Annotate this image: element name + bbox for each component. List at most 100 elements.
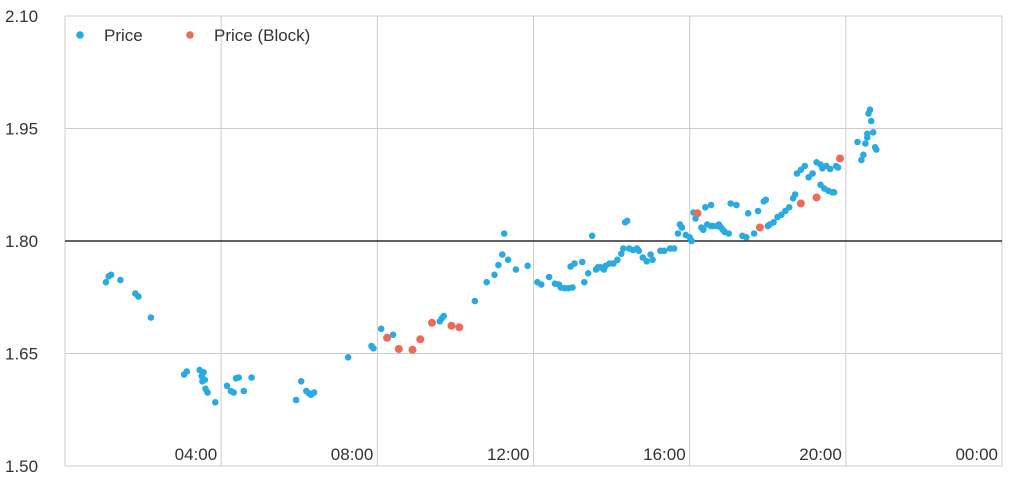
- price-point[interactable]: [620, 245, 627, 252]
- price-point[interactable]: [569, 284, 576, 291]
- legend-marker-price: [76, 31, 84, 39]
- price-point[interactable]: [584, 270, 592, 277]
- price-point[interactable]: [733, 201, 740, 209]
- price-point[interactable]: [147, 314, 155, 321]
- price-point[interactable]: [834, 164, 842, 171]
- price-point[interactable]: [545, 273, 553, 281]
- price-point[interactable]: [647, 251, 654, 258]
- price-point[interactable]: [643, 258, 650, 265]
- price-point[interactable]: [830, 189, 838, 196]
- price-point[interactable]: [707, 201, 715, 209]
- price-point[interactable]: [204, 389, 211, 396]
- price-point[interactable]: [344, 354, 352, 361]
- price-point[interactable]: [297, 378, 305, 385]
- price-block-point[interactable]: [394, 345, 403, 353]
- price-point[interactable]: [860, 151, 867, 159]
- price-point[interactable]: [500, 230, 508, 237]
- price-point[interactable]: [791, 191, 799, 198]
- price-point[interactable]: [614, 256, 621, 264]
- price-point[interactable]: [483, 278, 491, 286]
- price-point[interactable]: [240, 387, 248, 395]
- price-point[interactable]: [869, 129, 877, 136]
- price-point[interactable]: [248, 374, 255, 381]
- price-point[interactable]: [649, 256, 656, 264]
- series-price: [102, 106, 880, 406]
- price-point[interactable]: [571, 260, 578, 267]
- price-point[interactable]: [854, 138, 861, 146]
- price-point[interactable]: [762, 196, 770, 204]
- price-point[interactable]: [688, 237, 695, 245]
- price-point[interactable]: [715, 221, 723, 228]
- price-point[interactable]: [801, 162, 809, 170]
- price-block-point[interactable]: [447, 321, 456, 330]
- price-point[interactable]: [504, 256, 512, 264]
- price-block-point[interactable]: [455, 323, 464, 332]
- price-point[interactable]: [725, 230, 732, 237]
- price-block-point[interactable]: [755, 223, 764, 232]
- price-point[interactable]: [230, 389, 237, 396]
- price-point[interactable]: [212, 399, 219, 406]
- price-point[interactable]: [512, 266, 520, 273]
- legend-label-price-block[interactable]: Price (Block): [214, 26, 310, 45]
- price-point[interactable]: [310, 389, 318, 396]
- price-point[interactable]: [581, 278, 588, 286]
- y-tick-label: 2.10: [5, 7, 38, 26]
- price-point[interactable]: [579, 258, 586, 266]
- price-point[interactable]: [524, 262, 531, 270]
- price-point[interactable]: [183, 368, 191, 375]
- price-point[interactable]: [618, 250, 625, 258]
- price-point[interactable]: [785, 204, 793, 211]
- price-point[interactable]: [744, 210, 752, 217]
- price-block-point[interactable]: [416, 335, 425, 344]
- price-point[interactable]: [743, 234, 750, 241]
- price-point[interactable]: [201, 376, 209, 384]
- price-point[interactable]: [727, 200, 734, 207]
- price-point[interactable]: [499, 251, 506, 258]
- price-block-point[interactable]: [836, 154, 844, 163]
- price-block-point[interactable]: [428, 318, 436, 327]
- price-point[interactable]: [702, 204, 709, 211]
- price-point[interactable]: [471, 297, 479, 305]
- price-point[interactable]: [674, 230, 682, 237]
- price-point[interactable]: [370, 345, 377, 352]
- price-point[interactable]: [491, 271, 498, 279]
- price-point[interactable]: [864, 130, 871, 138]
- price-point[interactable]: [623, 217, 631, 225]
- price-point[interactable]: [635, 247, 643, 255]
- price-point[interactable]: [670, 245, 678, 252]
- price-point[interactable]: [873, 146, 880, 153]
- price-point[interactable]: [862, 140, 869, 147]
- price-block-point[interactable]: [812, 193, 821, 202]
- price-point[interactable]: [700, 226, 707, 234]
- price-point[interactable]: [538, 281, 545, 288]
- price-point[interactable]: [223, 382, 231, 390]
- price-point[interactable]: [750, 230, 758, 237]
- price-block-point[interactable]: [796, 199, 805, 208]
- price-point[interactable]: [292, 396, 300, 404]
- price-point[interactable]: [678, 224, 686, 231]
- price-point[interactable]: [867, 117, 875, 125]
- price-block-point[interactable]: [693, 209, 702, 218]
- price-point[interactable]: [440, 312, 448, 320]
- price-point[interactable]: [377, 325, 385, 333]
- price-point[interactable]: [588, 232, 596, 240]
- price-point[interactable]: [135, 293, 142, 300]
- price-point[interactable]: [235, 374, 242, 381]
- price-point[interactable]: [389, 331, 397, 339]
- price-point[interactable]: [770, 219, 777, 226]
- price-point[interactable]: [200, 369, 207, 376]
- price-point[interactable]: [661, 247, 668, 255]
- price-point[interactable]: [826, 165, 834, 173]
- price-block-point[interactable]: [408, 345, 417, 354]
- price-point[interactable]: [117, 276, 124, 284]
- legend-label-price[interactable]: Price: [104, 26, 143, 45]
- legend[interactable]: Price Price (Block): [76, 26, 310, 45]
- price-point[interactable]: [754, 207, 762, 215]
- price-point[interactable]: [495, 261, 502, 269]
- price-point[interactable]: [866, 106, 874, 113]
- price-point[interactable]: [858, 156, 865, 164]
- price-block-point[interactable]: [383, 333, 392, 342]
- price-point[interactable]: [102, 278, 110, 286]
- price-point[interactable]: [809, 170, 816, 177]
- price-point[interactable]: [107, 271, 115, 279]
